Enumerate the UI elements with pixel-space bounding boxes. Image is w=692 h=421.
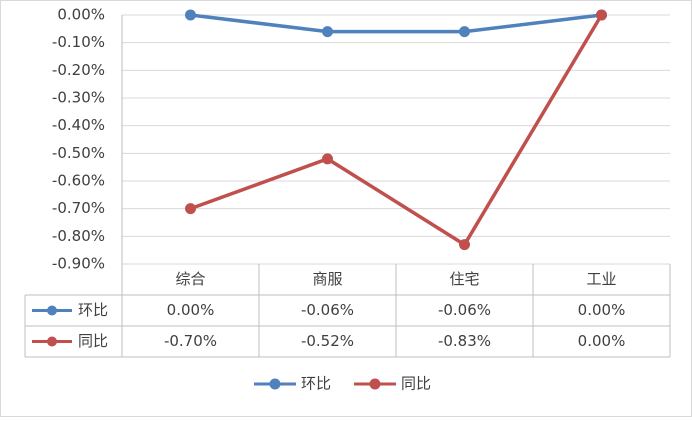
legend-key [269, 378, 281, 390]
legend-label: 同比 [401, 375, 431, 393]
table-row-label: 环比 [78, 301, 108, 319]
table-cell: 0.00% [578, 332, 626, 350]
table-cell: 0.00% [578, 301, 626, 319]
y-tick-label: -0.50% [52, 144, 105, 162]
point [459, 239, 470, 251]
table-cell: -0.52% [301, 332, 354, 350]
point [596, 9, 607, 21]
point [322, 153, 333, 165]
series-line [190, 13, 602, 34]
point [322, 26, 333, 38]
table-row-label: 同比 [78, 332, 108, 350]
y-tick-label: 0.00% [57, 6, 105, 24]
y-tick-label: -0.70% [52, 199, 105, 217]
x-tick-label: 商服 [312, 270, 342, 288]
y-tick-label: -0.90% [52, 255, 105, 273]
y-tick-label: -0.60% [52, 172, 105, 190]
table-cell: -0.06% [438, 301, 491, 319]
table-legend-key [47, 305, 57, 316]
x-tick-label: 工业 [586, 270, 616, 288]
legend-label: 环比 [301, 375, 331, 393]
y-tick-label: -0.20% [52, 61, 105, 79]
x-tick-label: 综合 [175, 270, 205, 288]
y-tick-label: -0.80% [52, 227, 105, 245]
point [185, 203, 196, 215]
y-tick-label: -0.40% [52, 116, 105, 134]
table-cell: -0.06% [301, 301, 354, 319]
y-tick-label: -0.30% [52, 89, 105, 107]
series-line [189, 14, 604, 248]
table-cell: 0.00% [167, 301, 215, 319]
x-tick-label: 住宅 [449, 270, 479, 288]
y-tick-label: -0.10% [52, 33, 105, 51]
table-cell: -0.83% [438, 332, 491, 350]
table-legend-key [47, 336, 57, 347]
point [185, 9, 196, 21]
table-cell: -0.70% [164, 332, 217, 350]
point [459, 26, 470, 38]
legend-key [369, 378, 381, 390]
